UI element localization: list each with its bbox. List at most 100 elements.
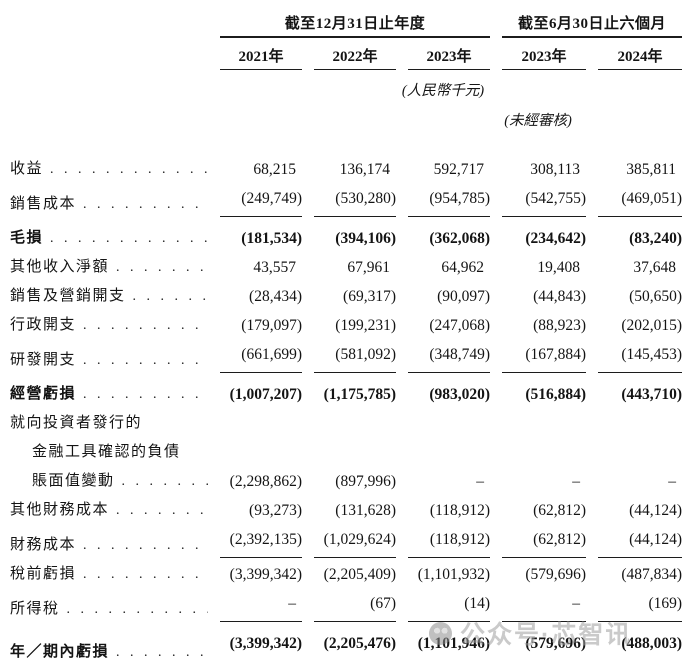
value-text: (362,068)	[429, 230, 491, 247]
table-row: 銷售及營銷開支 . . . . . . . . . . . . . . . . …	[10, 282, 682, 311]
value: (579,696)	[502, 629, 586, 658]
value-cell	[208, 438, 302, 467]
value-text: (487,834)	[621, 566, 683, 583]
value: (14)	[408, 589, 490, 618]
header-spacer	[490, 70, 586, 100]
value-cell: (44,124)	[586, 496, 682, 525]
value-text: (1,007,207)	[229, 386, 302, 403]
value-cell: (516,884)	[490, 375, 586, 409]
value-text: 68,215	[253, 161, 296, 178]
value-text: 592,717	[433, 161, 485, 178]
single-rule	[408, 372, 491, 373]
value: (897,996)	[314, 467, 396, 496]
value-cell: (362,068)	[396, 219, 490, 253]
value: 385,811	[598, 155, 682, 184]
dot-leader: . . . . . . . . . . . . . . . . . . . . …	[116, 260, 208, 275]
value-cell: (2,298,862)	[208, 467, 302, 496]
period-group-label: 截至12月31日止年度	[220, 12, 491, 38]
value: (249,749)	[220, 184, 302, 213]
single-rule	[220, 372, 302, 373]
table-row: 經營虧損 . . . . . . . . . . . . . . . . . .…	[10, 375, 682, 409]
row-label: 年／期內虧損	[10, 644, 110, 660]
value: (83,240)	[598, 224, 682, 253]
value: 19,408	[502, 253, 586, 282]
value-cell: (118,912)	[396, 496, 490, 525]
value-text: (1,101,932)	[417, 566, 491, 583]
year-column-header: 2023年	[490, 38, 587, 70]
row-label-cell: 稅前虧損 . . . . . . . . . . . . . . . . . .…	[10, 560, 208, 589]
single-rule	[314, 372, 396, 373]
value-cell: (50,650)	[586, 282, 682, 311]
value: (362,068)	[408, 224, 490, 253]
value-text: (88,923)	[533, 317, 587, 334]
value-cell: (28,434)	[208, 282, 302, 311]
value-text: –	[572, 473, 581, 490]
value-cell: (44,124)	[586, 525, 683, 560]
value-cell: –	[208, 589, 302, 624]
value: (443,710)	[598, 380, 682, 409]
dot-leader: . . . . . . . . . . . . . . . . . . . . …	[50, 231, 208, 246]
value-cell: (199,231)	[302, 311, 396, 340]
value-cell: 43,557	[208, 253, 302, 282]
value-cell: (530,280)	[302, 184, 396, 219]
period-group-label: 截至6月30日止六個月	[502, 12, 683, 38]
value-text: 43,557	[253, 259, 296, 276]
value: –	[408, 467, 490, 496]
single-rule	[314, 621, 396, 622]
single-rule	[408, 557, 491, 558]
table-header: 截至12月31日止年度 截至6月30日止六個月 2021年 2022年 2023年 202…	[10, 12, 683, 130]
value: (44,124)	[598, 496, 682, 525]
value: (1,029,624)	[314, 525, 396, 554]
value-text: (542,755)	[525, 190, 587, 207]
value: –	[598, 467, 682, 496]
table-row: 收益 . . . . . . . . . . . . . . . . . . .…	[10, 130, 682, 184]
value-cell: (2,205,409)	[302, 560, 396, 589]
value-cell: 308,113	[490, 130, 586, 184]
value-cell: (542,755)	[490, 184, 587, 219]
value-text: 308,113	[530, 161, 581, 178]
value: (487,834)	[598, 560, 682, 589]
value-text: (3,399,342)	[229, 635, 302, 652]
value-text: –	[572, 595, 581, 612]
value: (131,628)	[314, 496, 396, 525]
value: 67,961	[314, 253, 396, 282]
year-label: 2024年	[598, 38, 683, 70]
value: (530,280)	[314, 184, 396, 213]
row-label: 銷售及營銷開支	[10, 288, 126, 304]
value-text: (202,015)	[621, 317, 683, 334]
year-label: 2023年	[502, 38, 587, 70]
value: 37,648	[598, 253, 682, 282]
unaudited-note: (未經審核)	[504, 113, 572, 129]
value-text: (249,749)	[241, 190, 302, 207]
value: (181,534)	[220, 224, 302, 253]
value: (90,097)	[408, 282, 490, 311]
single-rule	[408, 216, 491, 217]
value-text: (44,124)	[629, 502, 683, 519]
value-text: (3,399,342)	[229, 566, 302, 583]
table-row: 稅前虧損 . . . . . . . . . . . . . . . . . .…	[10, 560, 682, 589]
table-row: 所得稅 . . . . . . . . . . . . . . . . . . …	[10, 589, 683, 624]
value-cell: –	[586, 467, 682, 496]
row-label: 財務成本	[10, 537, 77, 553]
value-text: (2,392,135)	[229, 531, 302, 548]
single-rule	[314, 216, 396, 217]
row-label-cell: 金融工具確認的負債	[10, 438, 208, 467]
header-spacer	[396, 100, 490, 130]
row-label-cell: 銷售及營銷開支 . . . . . . . . . . . . . . . . …	[10, 282, 208, 311]
value-text: (69,317)	[343, 288, 396, 305]
value-text: 37,648	[633, 259, 677, 276]
value-cell: (131,628)	[302, 496, 396, 525]
value: (1,101,946)	[408, 629, 490, 658]
header-period-row: 截至12月31日止年度 截至6月30日止六個月	[10, 12, 683, 38]
value: (2,298,862)	[220, 467, 302, 496]
value-cell	[490, 438, 586, 467]
value-cell: (1,101,932)	[396, 560, 490, 589]
single-rule	[220, 216, 302, 217]
value: (62,812)	[502, 496, 586, 525]
value-text: (199,231)	[335, 317, 396, 334]
value-text: 19,408	[537, 259, 581, 276]
value-cell: (1,175,785)	[302, 375, 396, 409]
row-label: 金融工具確認的負債	[32, 444, 181, 460]
value-text: –	[476, 473, 485, 490]
